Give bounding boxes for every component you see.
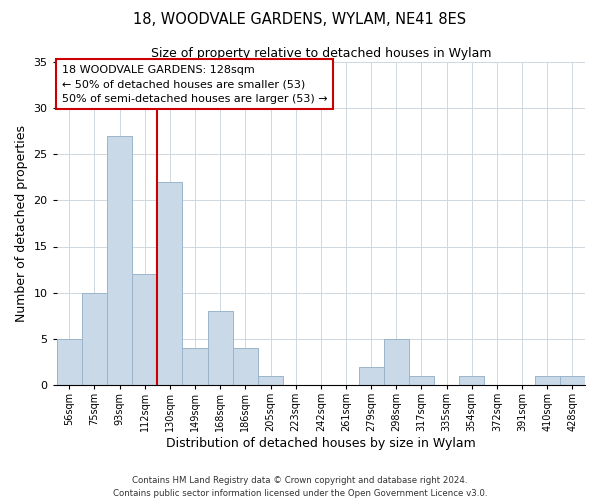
Title: Size of property relative to detached houses in Wylam: Size of property relative to detached ho… (151, 48, 491, 60)
Text: 18 WOODVALE GARDENS: 128sqm
← 50% of detached houses are smaller (53)
50% of sem: 18 WOODVALE GARDENS: 128sqm ← 50% of det… (62, 65, 328, 104)
Bar (182, 348, 208, 385)
Bar (82, 292, 107, 385)
X-axis label: Distribution of detached houses by size in Wylam: Distribution of detached houses by size … (166, 437, 476, 450)
Bar (157, 182, 182, 385)
Bar (384, 339, 409, 385)
Bar (459, 376, 484, 385)
Text: 18, WOODVALE GARDENS, WYLAM, NE41 8ES: 18, WOODVALE GARDENS, WYLAM, NE41 8ES (133, 12, 467, 28)
Bar (258, 376, 283, 385)
Bar (107, 136, 132, 385)
Bar (560, 376, 585, 385)
Bar (233, 348, 258, 385)
Bar (535, 376, 560, 385)
Bar (359, 366, 384, 385)
Bar (409, 376, 434, 385)
Bar (208, 311, 233, 385)
Text: Contains HM Land Registry data © Crown copyright and database right 2024.
Contai: Contains HM Land Registry data © Crown c… (113, 476, 487, 498)
Y-axis label: Number of detached properties: Number of detached properties (15, 125, 28, 322)
Bar (57, 339, 82, 385)
Bar (132, 274, 157, 385)
